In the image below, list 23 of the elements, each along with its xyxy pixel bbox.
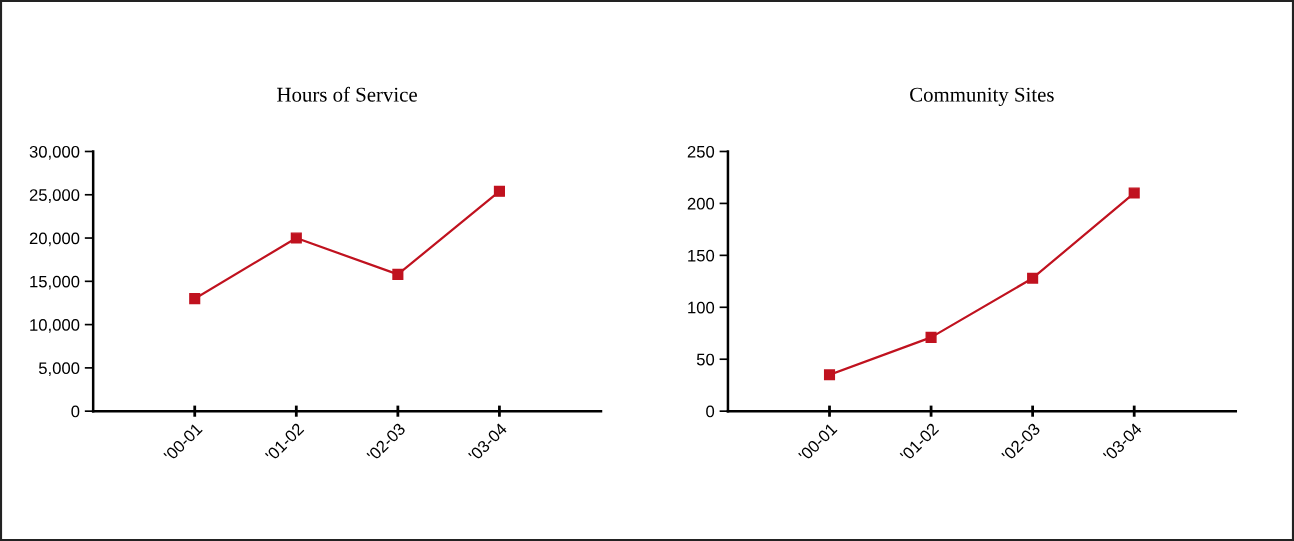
y-tick-label: 0: [71, 405, 80, 418]
chart-title: Community Sites: [910, 87, 1054, 106]
y-tick-label: 25,000: [29, 189, 80, 203]
y-tick-label: 20,000: [29, 232, 80, 247]
y-tick-label: 15,000: [30, 275, 80, 290]
point: [1128, 187, 1140, 199]
point: [823, 369, 836, 381]
y-tick-label: 200: [687, 197, 715, 210]
point: [493, 185, 505, 197]
y-tick-label: 0: [706, 405, 715, 418]
point: [392, 268, 404, 280]
y-tick-label: 5,000: [38, 362, 80, 377]
y-tick-label: 250: [687, 145, 715, 158]
y-tick-label: 10,000: [30, 319, 80, 333]
point: [1027, 272, 1039, 284]
point: [189, 293, 201, 305]
y-tick-label: 30,000: [29, 145, 80, 160]
y-tick-label: 100: [688, 301, 715, 314]
point: [290, 232, 302, 244]
y-tick-label: 150: [688, 249, 715, 262]
point: [925, 331, 937, 343]
chart-title: Hours of Service: [277, 86, 417, 102]
y-tick-label: 50: [696, 353, 715, 366]
